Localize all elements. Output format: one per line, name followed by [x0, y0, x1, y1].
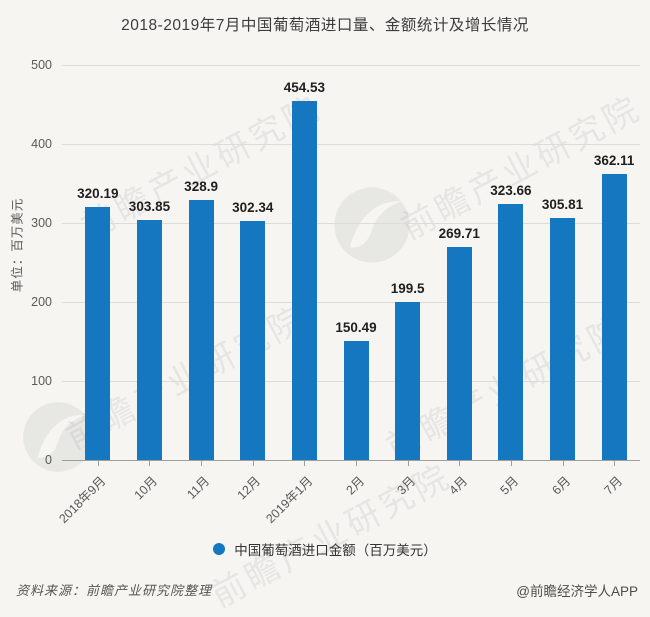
bar-value-label: 328.9 [184, 179, 218, 195]
x-tick-label: 11月 [183, 473, 212, 502]
x-axis-tick [201, 461, 203, 466]
y-tick-label: 200 [31, 295, 52, 309]
x-tick-label: 6月 [549, 473, 574, 498]
x-tick-label: 7月 [601, 473, 625, 498]
bar [291, 100, 317, 460]
bar [188, 200, 214, 460]
y-tick-label: 0 [45, 453, 52, 467]
x-tick-label: 12月 [234, 473, 264, 503]
x-axis-line [62, 460, 640, 461]
x-tick-label: 10月 [131, 473, 161, 503]
bar [395, 302, 421, 460]
y-tick-label: 300 [31, 216, 52, 230]
bar-value-label: 305.81 [541, 197, 584, 213]
bar [85, 207, 111, 460]
watermark-text: 前瞻产业研究院 [205, 456, 458, 616]
bar [136, 219, 162, 460]
x-tick-label: 2019年1月 [262, 473, 316, 526]
x-axis-tick [510, 461, 512, 466]
x-tick-label: 2018年9月 [56, 473, 109, 526]
y-axis-unit-label: 单位：百万美元 [10, 197, 25, 293]
x-axis-tick [304, 461, 306, 466]
bar-value-label: 362.11 [593, 152, 635, 168]
x-tick-label: 5月 [497, 473, 522, 498]
x-tick-label: 4月 [446, 473, 471, 498]
bar-value-label: 269.71 [438, 225, 480, 241]
legend-label: 中国葡萄酒进口金额（百万美元） [234, 543, 437, 558]
y-tick-label: 100 [31, 374, 52, 388]
x-axis-tick [459, 461, 461, 466]
bar-value-label: 320.19 [77, 186, 119, 202]
x-axis-tick [614, 461, 616, 466]
gridline [62, 223, 640, 224]
gridline [62, 144, 640, 145]
x-axis-tick [149, 461, 151, 466]
bar-value-label: 303.85 [128, 198, 171, 214]
y-tick-label: 500 [31, 58, 52, 72]
bar [343, 341, 369, 460]
bar [240, 221, 266, 460]
y-tick-label: 400 [31, 137, 52, 151]
legend: 中国葡萄酒进口金额（百万美元） [0, 539, 650, 559]
x-axis-tick [252, 461, 254, 466]
bar-value-label: 199.5 [390, 281, 425, 297]
x-axis-tick [407, 461, 409, 466]
qianzhan-logo-icon [334, 187, 410, 263]
gridline [62, 65, 640, 66]
bar-value-label: 454.53 [283, 79, 326, 95]
bar-value-label: 150.49 [335, 320, 377, 336]
source-note: 资料来源：前瞻产业研究院整理 [16, 583, 213, 598]
x-axis-tick [562, 461, 564, 466]
x-axis-tick [97, 461, 99, 466]
legend-circle-icon [213, 543, 226, 555]
bar [446, 246, 472, 460]
credit-note: @前瞻经济学人APP [516, 584, 638, 599]
bar [601, 173, 627, 460]
x-tick-label: 2月 [343, 473, 367, 498]
x-tick-label: 3月 [394, 473, 419, 498]
bar-value-label: 302.34 [232, 200, 274, 216]
bar [498, 204, 524, 460]
x-axis-tick [356, 461, 357, 466]
bar [550, 218, 576, 460]
bar-value-label: 323.66 [490, 183, 532, 199]
gridline [62, 302, 640, 303]
chart-title: 2018-2019年7月中国葡萄酒进口量、金额统计及增长情况 [121, 17, 529, 34]
